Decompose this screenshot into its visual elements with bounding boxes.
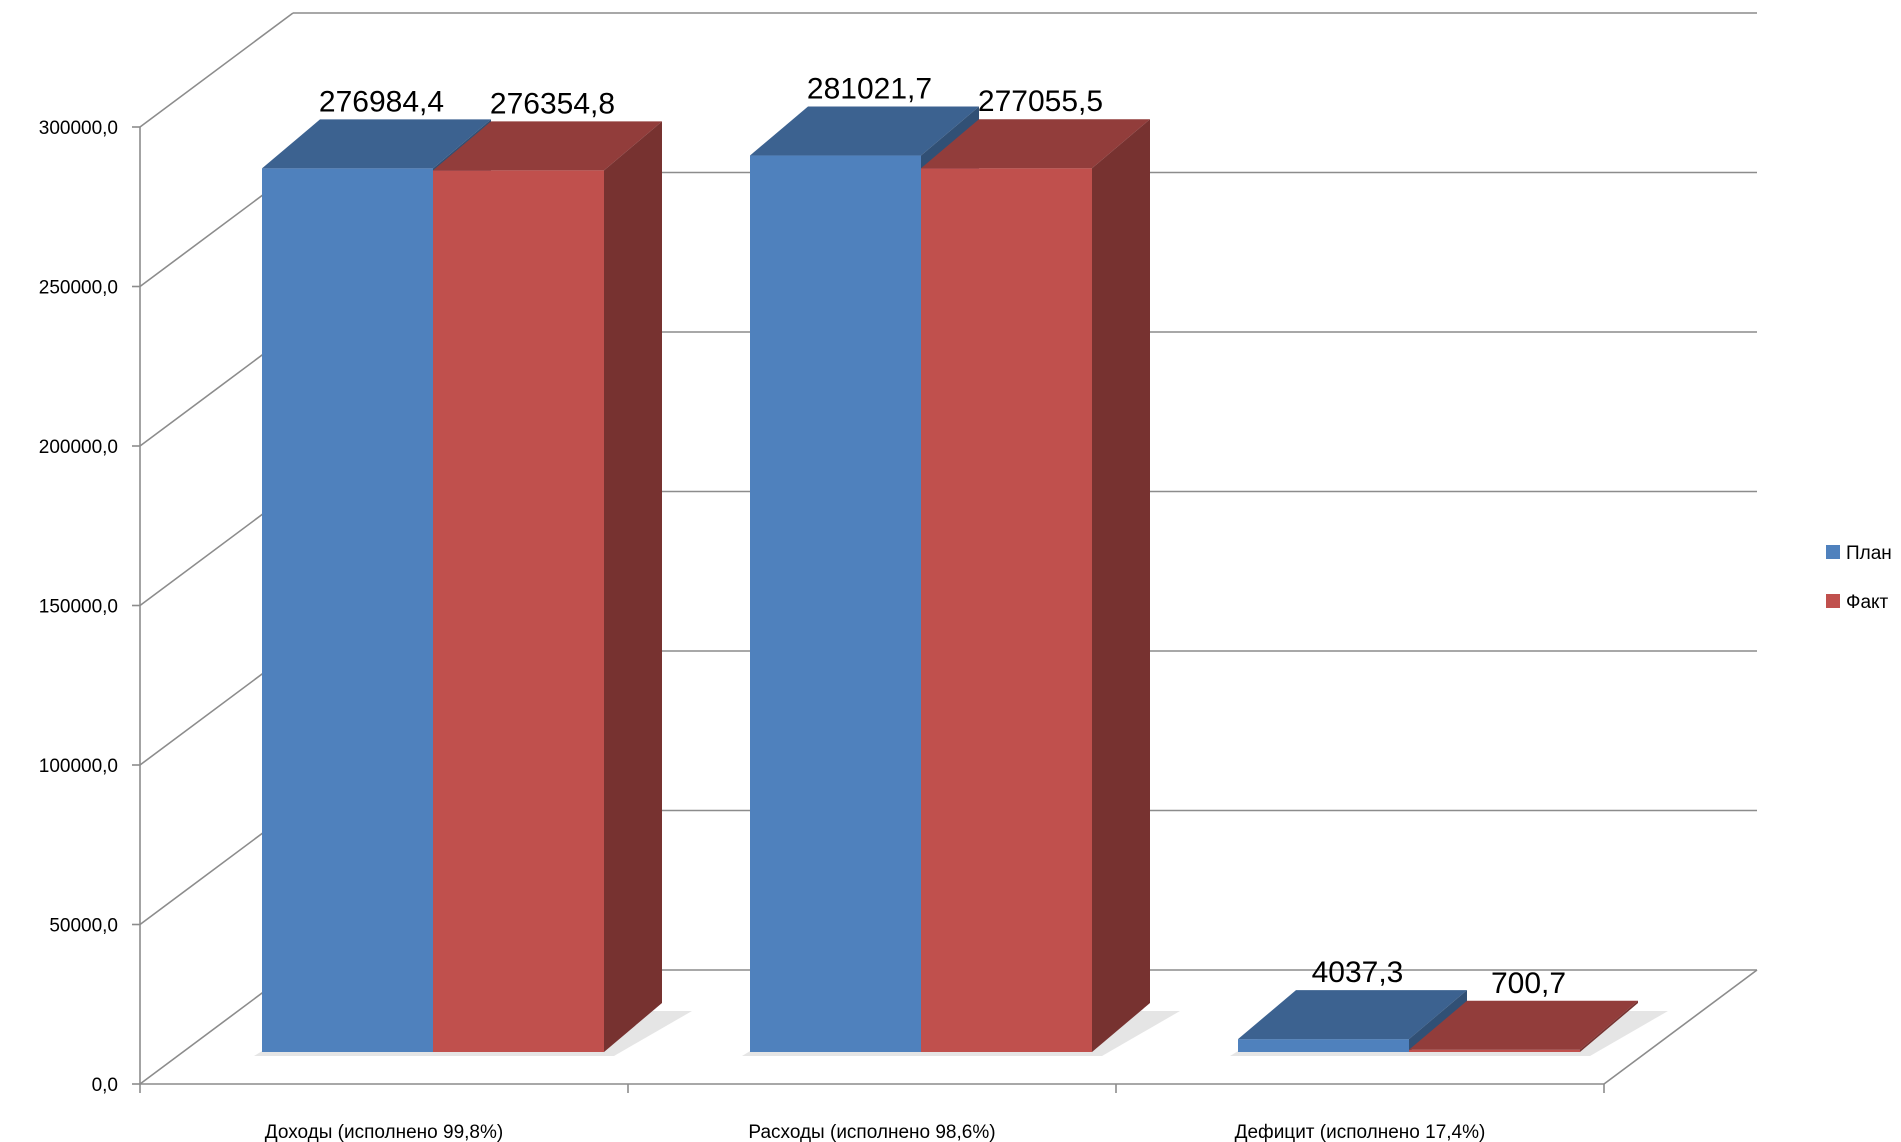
y-tick-label: 50000,0 bbox=[49, 916, 118, 937]
y-axis: 0,0 50000,0 100000,0 150000,0 200000,0 250000… bbox=[39, 118, 141, 1096]
bar-side bbox=[604, 121, 662, 1053]
data-label: 700,7 bbox=[1491, 967, 1566, 1000]
data-label: 281021,7 bbox=[807, 73, 932, 106]
bar-side bbox=[1580, 1000, 1638, 1052]
y-tick-label: 100000,0 bbox=[39, 756, 118, 777]
data-label: 276984,4 bbox=[319, 85, 444, 118]
legend-label: Факт bbox=[1846, 592, 1889, 613]
bar-top bbox=[262, 119, 491, 169]
side-gridline bbox=[139, 12, 294, 128]
data-labels: 276984,4 276354,8 281021,7 277055,5 4037,3 70… bbox=[319, 73, 1566, 1000]
bar-side bbox=[1409, 990, 1467, 1052]
bar-top bbox=[750, 106, 979, 156]
data-label: 4037,3 bbox=[1312, 956, 1404, 989]
y-tick-label: 200000,0 bbox=[39, 437, 118, 458]
bar-side bbox=[1092, 119, 1150, 1053]
legend-label: План bbox=[1846, 543, 1892, 564]
legend-swatch bbox=[1826, 545, 1840, 559]
y-tick-label: 150000,0 bbox=[39, 597, 118, 618]
bar-top bbox=[921, 119, 1150, 169]
bar-top bbox=[433, 121, 662, 171]
bar-plan bbox=[1238, 1039, 1409, 1052]
x-axis: Доходы (исполнено 99,8%) Расходы (исполне… bbox=[139, 1083, 1605, 1142]
x-tick-label: Расходы (исполнено 98,6%) bbox=[748, 1122, 995, 1142]
bar-plan bbox=[750, 155, 921, 1052]
data-label: 277055,5 bbox=[978, 85, 1103, 118]
floor-edge bbox=[1603, 969, 1758, 1085]
bar-top bbox=[1409, 1000, 1638, 1050]
x-tick-label: Дефицит (исполнено 17,4%) bbox=[1235, 1122, 1486, 1142]
bar-plan bbox=[262, 168, 433, 1052]
y-tick-label: 0,0 bbox=[92, 1075, 118, 1096]
y-tick-label: 300000,0 bbox=[39, 118, 118, 139]
bar-fact bbox=[1409, 1049, 1580, 1052]
legend: План Факт bbox=[1826, 543, 1892, 613]
data-label: 276354,8 bbox=[490, 87, 615, 120]
bars bbox=[254, 106, 1668, 1056]
legend-swatch bbox=[1826, 594, 1840, 608]
bar-top bbox=[1238, 990, 1467, 1040]
x-tick-label: Доходы (исполнено 99,8%) bbox=[265, 1122, 503, 1142]
bar-fact bbox=[433, 170, 604, 1052]
y-tick-label: 250000,0 bbox=[39, 278, 118, 299]
bar-fact bbox=[921, 168, 1092, 1053]
